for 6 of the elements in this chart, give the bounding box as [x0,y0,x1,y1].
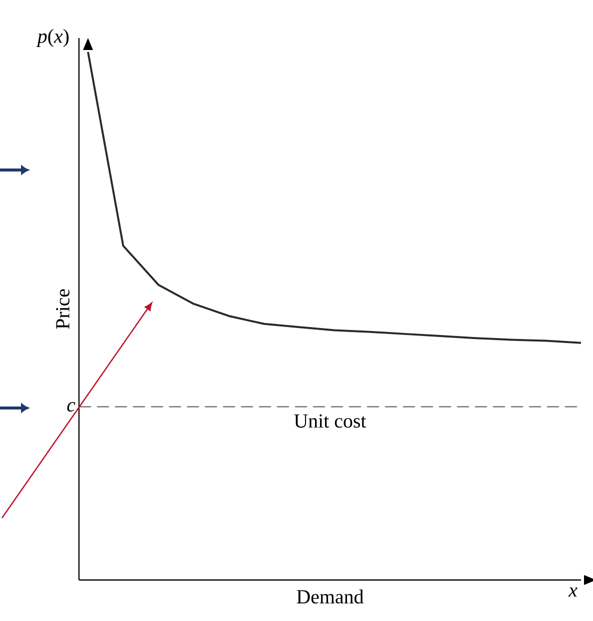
ref-line-label: c [67,402,76,412]
text: p(x) [36,28,69,48]
x-axis-title: Demand [296,590,364,604]
y-axis-title: Price [56,289,70,329]
text: x [568,588,578,597]
annotation: Unit cost [294,414,366,428]
